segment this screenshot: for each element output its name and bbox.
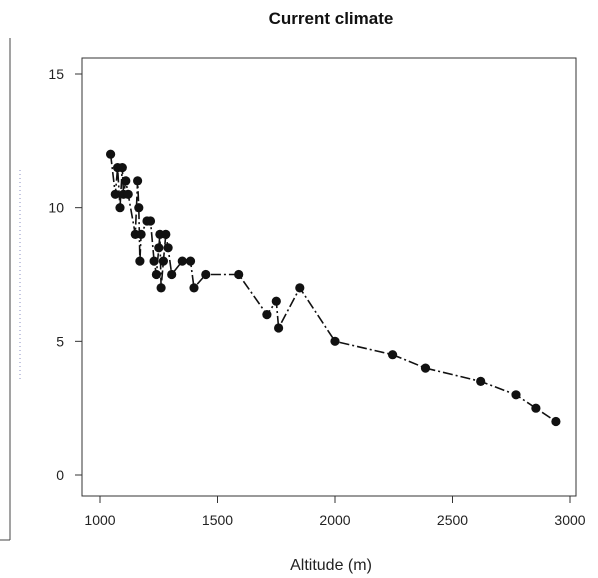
x-tick-label: 2500 [437,512,468,528]
data-point [274,323,284,333]
x-axis: 1000 1500 2000 2500 3000 [84,496,586,528]
data-point [161,229,171,239]
y-axis: 0 5 10 15 [48,66,82,483]
data-point [330,336,340,346]
plot-frame [81,57,577,497]
data-point [262,310,272,320]
x-tick-label: 3000 [554,512,585,528]
data-point [476,376,486,386]
chart-title: Current climate [269,9,394,28]
series-line [109,154,557,423]
data-point [133,176,143,186]
data-point [117,163,127,173]
series-layer [106,149,561,427]
data-point [163,243,173,253]
data-point [271,296,281,306]
data-point [551,416,561,427]
data-point [234,269,244,280]
data-point [177,256,187,266]
y-tick-label: 15 [48,66,64,82]
data-point [531,403,541,413]
data-point [185,256,196,266]
data-point [295,283,305,293]
data-point [136,229,146,239]
data-point [511,390,521,400]
y-tick-label: 0 [56,467,64,483]
data-point [106,149,116,159]
x-tick-label: 1500 [202,512,233,528]
plot-area [81,57,577,497]
data-point [167,269,177,280]
data-point [123,189,133,199]
data-point [154,243,164,253]
data-point [156,283,166,293]
data-point [110,189,120,199]
x-tick-label: 2000 [319,512,350,528]
data-point [201,269,211,280]
x-axis-label: Altitude (m) [290,557,372,574]
data-point [121,176,131,186]
data-point [115,203,125,213]
data-point [149,256,159,266]
data-point [420,363,431,373]
data-point [151,269,161,280]
adjacent-panel-fragment [0,38,21,541]
data-point [388,350,398,360]
data-point [158,256,168,266]
x-tick-label: 1000 [84,512,115,528]
y-tick-label: 10 [48,200,64,216]
data-point [134,203,144,213]
data-point [135,256,145,266]
data-point [145,216,156,226]
y-tick-label: 5 [56,333,64,349]
data-point [189,283,199,293]
